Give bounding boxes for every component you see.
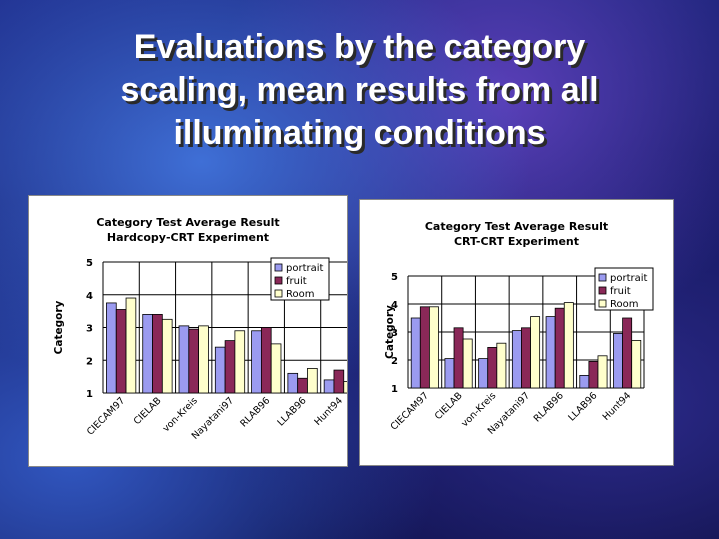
legend-label-fruit: fruit: [286, 276, 307, 287]
legend-label-portrait: portrait: [610, 273, 648, 284]
legend-swatch-fruit: [274, 276, 283, 285]
bar-portrait-cielab: [444, 358, 455, 389]
y-tick-label: 5: [391, 272, 398, 283]
x-tick-label: Hunt94: [601, 390, 634, 423]
slide-title-line-1: Evaluations by the category: [133, 28, 586, 66]
bar-fruit-cielab: [453, 327, 464, 389]
bar-room-nayatani97: [530, 316, 541, 389]
bar-fruit-nayatani97: [224, 340, 236, 394]
chart-hardcopy-crt-svg: Category Test Average Result Hardcopy-CRT…: [53, 216, 347, 442]
bar-fruit-rlab96: [554, 307, 565, 389]
legend: portrait fruit Room: [270, 257, 330, 301]
y-tick-label: 4: [86, 291, 93, 302]
bar-portrait-nayatani97: [511, 330, 522, 389]
x-tick-label: RLAB96: [238, 395, 272, 429]
bar-fruit-hunt94: [333, 369, 345, 394]
bar-portrait-hunt94: [323, 379, 335, 394]
bar-room-cielab: [161, 318, 173, 394]
bar-fruit-llab96: [588, 360, 599, 389]
bar-portrait-von-kreis: [478, 358, 489, 389]
legend-label-portrait: portrait: [286, 263, 324, 274]
chart-crt-crt-svg: Category Test Average Result CRT-CRT Expe…: [384, 220, 654, 437]
bar-fruit-rlab96: [260, 327, 272, 394]
bar-fruit-cielab: [152, 314, 163, 394]
y-tick-label: 4: [391, 300, 398, 311]
y-tick-label: 1: [391, 384, 398, 395]
chart-subtitle: Hardcopy-CRT Experiment: [107, 231, 269, 244]
bar-fruit-hunt94: [622, 317, 633, 389]
y-axis-label: Category: [384, 305, 396, 359]
y-tick-label: 3: [86, 324, 93, 335]
chart-subtitle: CRT-CRT Experiment: [454, 235, 579, 248]
bar-fruit-von-kreis: [487, 346, 498, 389]
bar-portrait-ciecam97: [106, 302, 117, 394]
chart-hardcopy-crt: Category Test Average Result Hardcopy-CRT…: [28, 195, 348, 467]
bar-room-hunt94: [631, 339, 642, 389]
legend-swatch-room: [598, 299, 607, 308]
x-tick-label: Hunt94: [312, 395, 345, 428]
chart-crt-crt: Category Test Average Result CRT-CRT Expe…: [359, 199, 674, 466]
bar-fruit-von-kreis: [188, 328, 200, 394]
slide-title-line-2: scaling, mean results from all: [120, 71, 599, 109]
bar-portrait-hunt94: [613, 332, 623, 389]
legend-label-room: Room: [286, 289, 314, 300]
bar-portrait-llab96: [287, 372, 299, 394]
y-tick-label: 2: [391, 356, 398, 367]
bar-portrait-ciecam97: [410, 317, 421, 389]
bar-room-von-kreis: [198, 325, 209, 394]
legend-label-fruit: fruit: [610, 286, 631, 297]
chart-title: Category Test Average Result: [96, 216, 279, 229]
x-tick-label: LLAB96: [566, 390, 599, 423]
x-tick-label: CIECAM97: [389, 390, 431, 432]
bar-portrait-rlab96: [545, 316, 556, 389]
bar-room-llab96: [597, 355, 608, 389]
x-tick-label: RLAB96: [532, 390, 566, 424]
bar-room-rlab96: [563, 302, 574, 389]
bar-fruit-ciecam97: [115, 309, 127, 394]
y-tick-label: 3: [391, 328, 398, 339]
bar-room-von-kreis: [496, 342, 507, 389]
x-tick-label: LLAB96: [276, 395, 309, 428]
bar-portrait-rlab96: [251, 330, 262, 394]
bar-fruit-llab96: [297, 377, 308, 394]
chart-title: Category Test Average Result: [425, 220, 608, 233]
bar-portrait-von-kreis: [178, 325, 190, 394]
bar-room-nayatani97: [234, 330, 246, 394]
legend-swatch-room: [274, 289, 283, 298]
y-tick-label: 2: [86, 356, 93, 367]
x-tick-label: CIECAM97: [85, 395, 127, 437]
legend-swatch-fruit: [598, 286, 607, 295]
bar-room-ciecam97: [429, 306, 439, 389]
bar-portrait-cielab: [142, 314, 153, 394]
legend-swatch-portrait: [598, 273, 607, 282]
bar-fruit-ciecam97: [419, 306, 430, 389]
bar-room-cielab: [462, 338, 473, 389]
slide-title: Evaluations by the category scaling, mea…: [0, 26, 719, 155]
x-tick-label: CIELAB: [433, 390, 465, 422]
bar-fruit-nayatani97: [521, 327, 531, 389]
bar-room-llab96: [307, 368, 318, 394]
y-axis-label: Category: [53, 301, 65, 355]
legend: portrait fruit Room: [594, 267, 654, 311]
bar-portrait-llab96: [579, 374, 590, 389]
x-tick-label: CIELAB: [132, 395, 164, 427]
bar-portrait-nayatani97: [214, 346, 226, 394]
bar-room-ciecam97: [125, 297, 137, 394]
bar-room-rlab96: [270, 343, 282, 394]
legend-swatch-portrait: [274, 263, 283, 272]
slide-title-line-3: illuminating conditions: [173, 114, 546, 152]
legend-label-room: Room: [610, 299, 638, 310]
y-tick-label: 5: [86, 258, 93, 269]
bar-room-hunt94: [343, 381, 347, 394]
y-tick-label: 1: [86, 389, 93, 400]
